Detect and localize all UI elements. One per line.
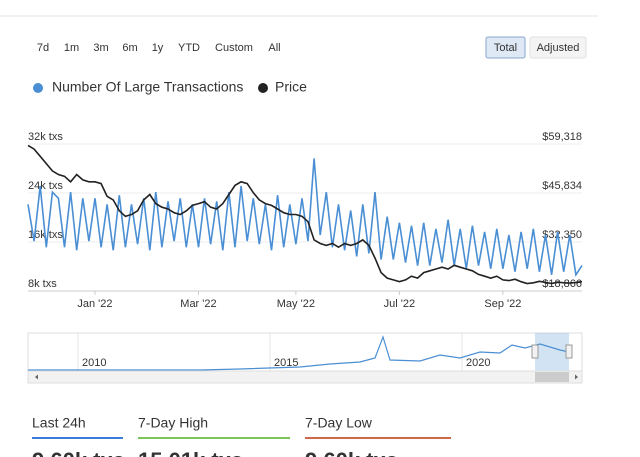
range-button[interactable] [264, 37, 285, 57]
stat-value: 9.60k txs [32, 448, 125, 457]
navigator [27, 332, 583, 372]
y2-tick-label: $18,866 [542, 278, 582, 290]
stat-label: 7-Day Low [305, 415, 373, 431]
scrollbar[interactable] [27, 370, 583, 384]
navigator-line [28, 335, 570, 371]
range-button-label[interactable]: Custom [215, 42, 253, 54]
scrollbar-thumb[interactable] [535, 372, 569, 382]
series-line [27, 144, 583, 285]
y-tick-label: 24k txs [28, 180, 63, 192]
range-button-label[interactable]: 3m [93, 42, 108, 54]
range-button[interactable] [33, 37, 53, 57]
stat-label: 7-Day High [138, 415, 208, 431]
navigator-label: 2015 [274, 357, 298, 369]
y2-tick-label: $59,318 [542, 131, 582, 143]
navigator-handle[interactable] [565, 344, 573, 359]
navigator-label: 2020 [466, 357, 490, 369]
y-tick-label: 32k txs [28, 131, 63, 143]
x-tick-label: Jul '22 [384, 298, 415, 310]
range-button[interactable] [61, 37, 82, 57]
stat-underline [32, 437, 123, 439]
navigator-handle[interactable] [531, 344, 539, 359]
series-line [27, 158, 583, 277]
legend-label[interactable]: Price [275, 79, 307, 95]
stat-underline [138, 437, 290, 439]
x-tick-label: Jan '22 [77, 298, 112, 310]
range-button-label[interactable]: 6m [122, 42, 137, 54]
mode-button-label[interactable]: Adjusted [537, 42, 580, 54]
range-button[interactable] [148, 37, 167, 57]
x-tick-label: Mar '22 [180, 298, 216, 310]
range-button[interactable] [119, 37, 141, 57]
range-button-label[interactable]: All [268, 42, 280, 54]
range-button-label[interactable]: 1y [152, 42, 164, 54]
range-button[interactable] [90, 37, 112, 57]
scroll-left[interactable] [35, 374, 38, 380]
range-button-label[interactable]: 7d [37, 42, 49, 54]
x-tick-label: Sep '22 [484, 298, 521, 310]
legend-marker[interactable] [33, 83, 43, 93]
legend-marker[interactable] [258, 83, 268, 93]
y-tick-label: 8k txs [28, 278, 57, 290]
navigator-label: 2010 [82, 357, 106, 369]
y2-tick-label: $45,834 [542, 180, 582, 192]
range-button-label[interactable]: 1m [64, 42, 79, 54]
range-button[interactable] [173, 37, 205, 57]
range-button-label[interactable]: YTD [178, 42, 200, 54]
x-tick-label: May '22 [277, 298, 315, 310]
legend-label[interactable]: Number Of Large Transactions [52, 79, 243, 95]
range-button[interactable] [210, 37, 258, 57]
scroll-right[interactable] [575, 374, 578, 380]
stat-underline [305, 437, 451, 439]
navigator-selection[interactable] [535, 333, 569, 371]
stat-label: Last 24h [32, 415, 86, 431]
stat-value: 15.01k txs [138, 448, 243, 457]
mode-button-label[interactable]: Total [494, 42, 517, 54]
mode-button[interactable] [485, 36, 526, 59]
y2-tick-label: $32,350 [542, 229, 582, 241]
mode-button[interactable] [529, 36, 587, 59]
stat-value: 9.60k txs [305, 448, 398, 457]
